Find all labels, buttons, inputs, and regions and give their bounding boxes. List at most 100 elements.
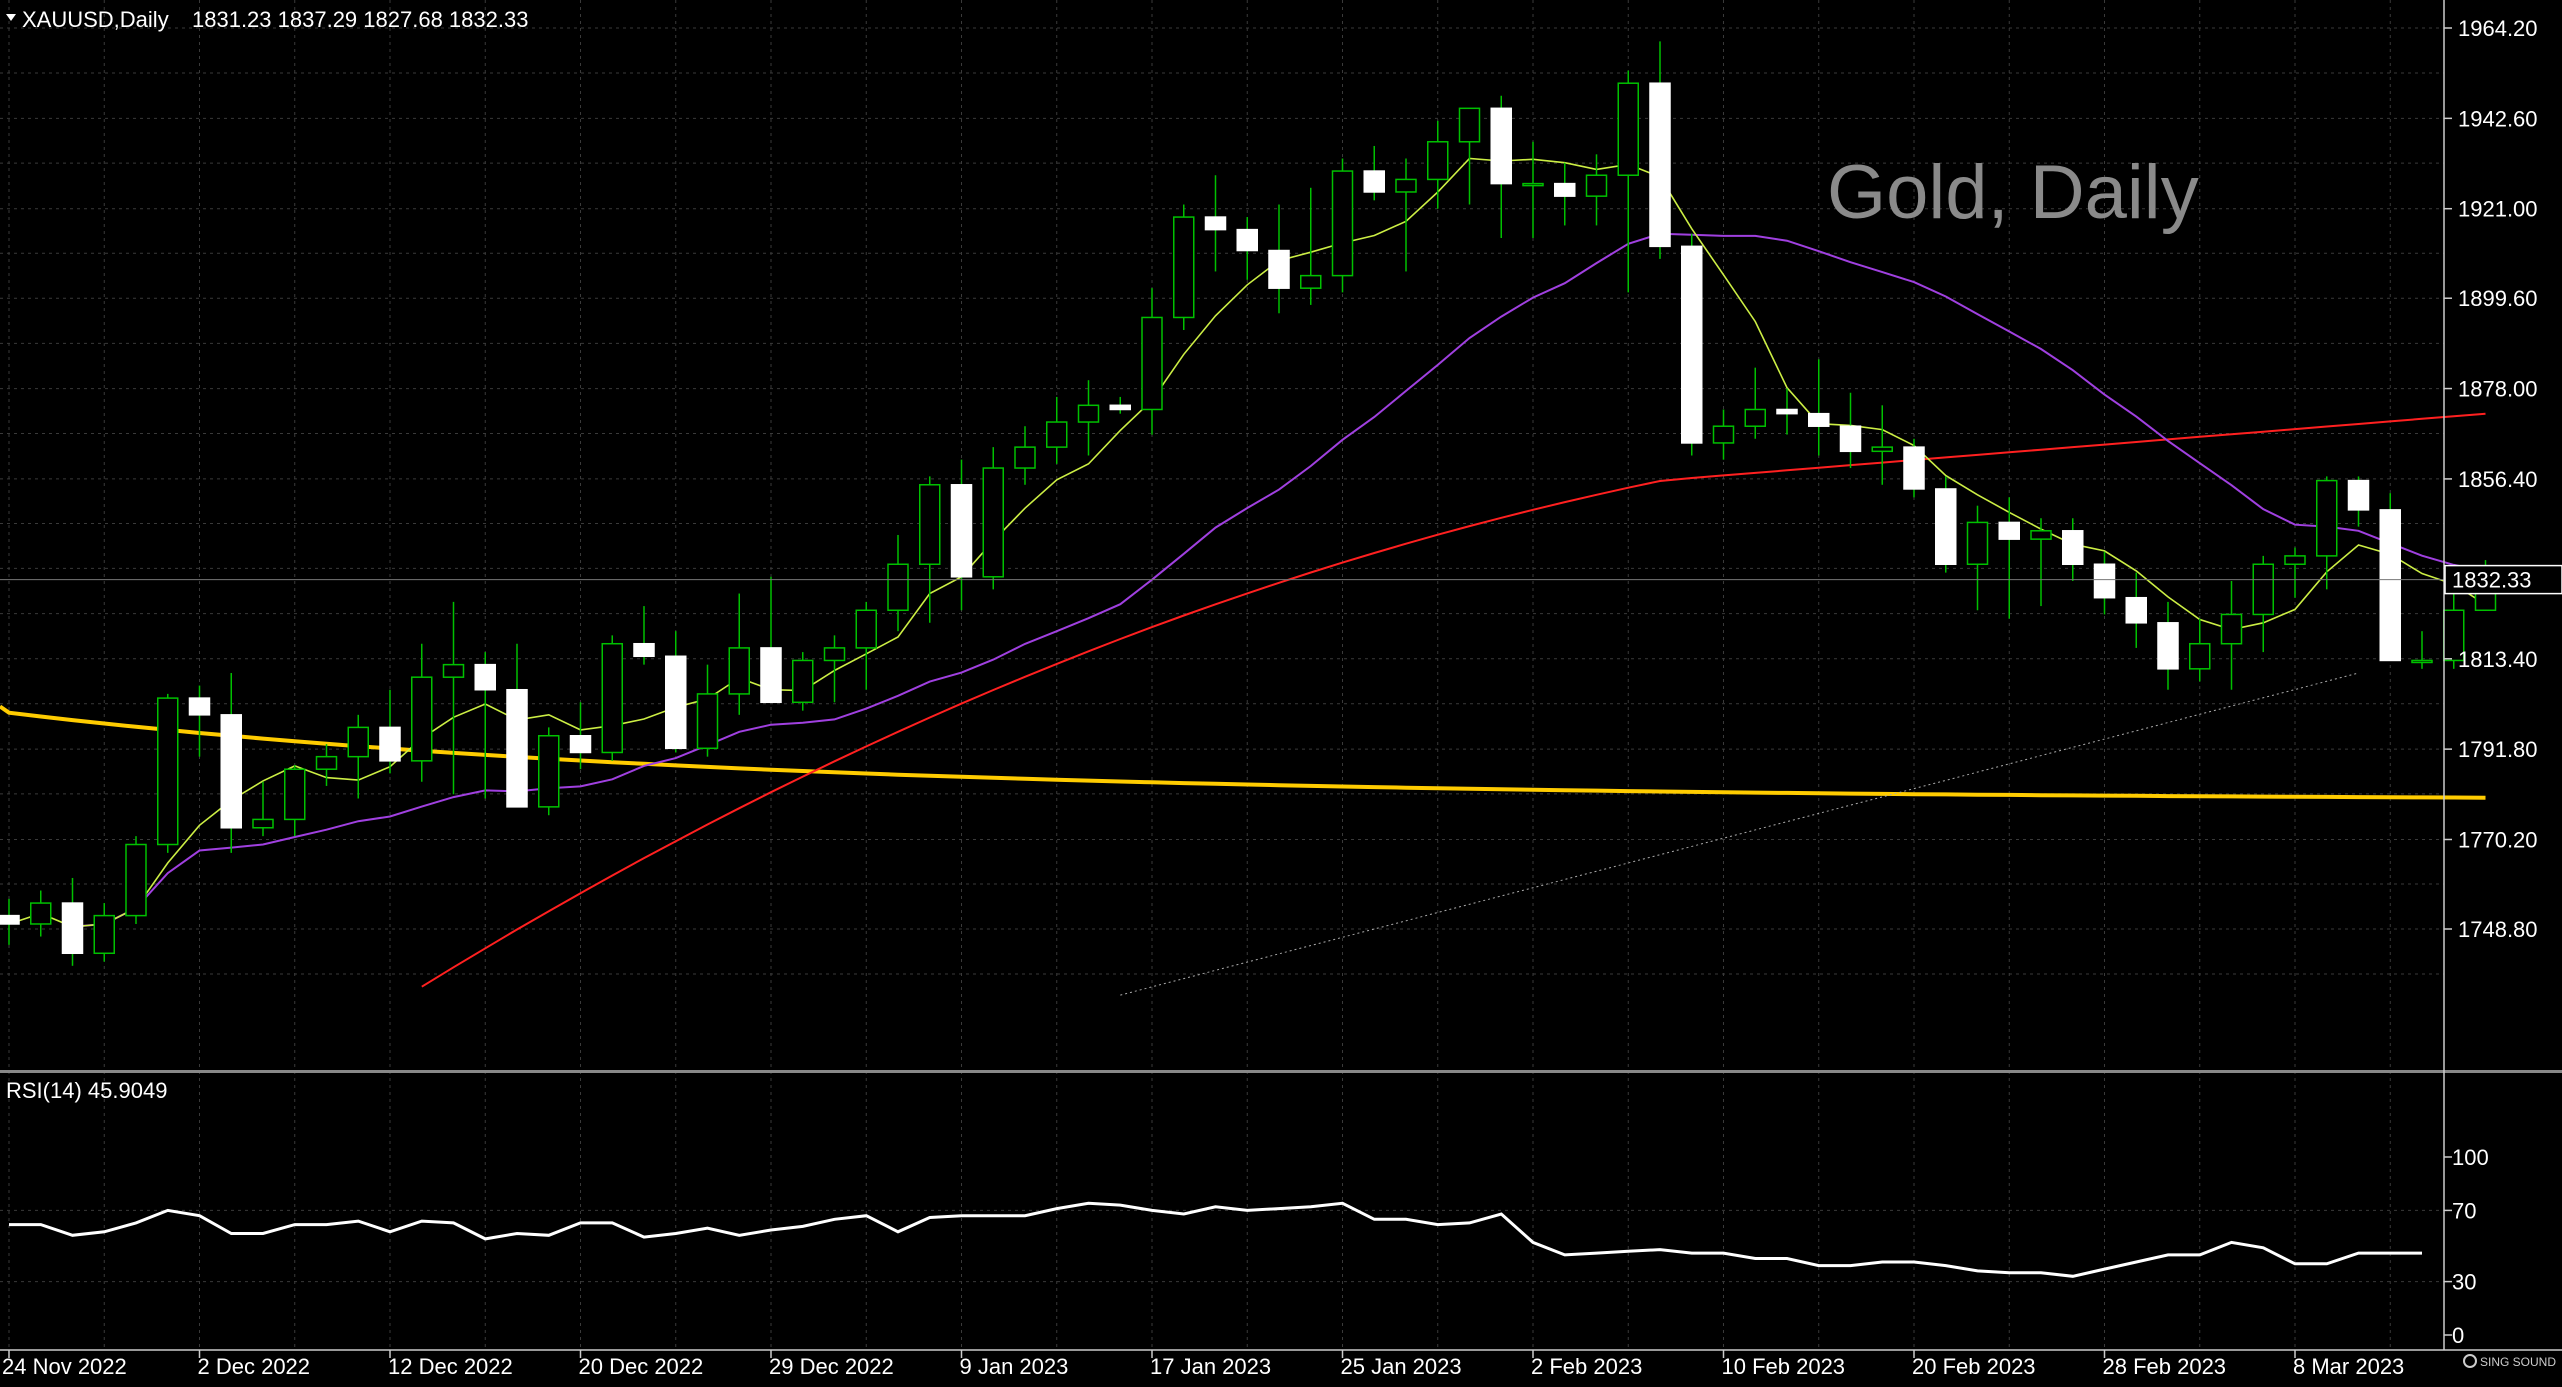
rsi-panel (0, 1070, 2562, 1278)
bear-candle (1935, 488, 1957, 565)
logo-text: SING SOUND (2480, 1355, 2556, 1369)
bear-candle (220, 714, 242, 829)
bear-candle (2062, 530, 2084, 565)
rsi-tick-label: 100 (2452, 1145, 2489, 1170)
panel-separator[interactable] (0, 1070, 2562, 1073)
bull-candle (982, 467, 1004, 578)
price-tick-label: 1878.00 (2458, 377, 2538, 402)
bull-candle (1046, 421, 1068, 448)
bull-candle (1077, 404, 1100, 423)
bear-candle (2347, 479, 2370, 511)
price-tick-label: 1899.60 (2458, 286, 2538, 311)
bear-candle (1554, 182, 1576, 197)
bull-candle (2411, 659, 2433, 664)
bull-candle (887, 563, 909, 612)
bear-candle (379, 726, 401, 762)
broker-logo: SING SOUND (2463, 1354, 2556, 1369)
bull-candle (1522, 182, 1544, 187)
date-tick-label: 24 Nov 2022 (2, 1354, 127, 1379)
bull-candle (93, 914, 115, 955)
date-tick-label: 28 Feb 2023 (2103, 1354, 2227, 1379)
bull-candle (347, 726, 369, 758)
price-tick-label: 1813.40 (2458, 647, 2538, 672)
bear-candle (0, 914, 20, 925)
bear-candle (633, 642, 655, 658)
bull-candle (30, 902, 52, 925)
date-tick-label: 25 Jan 2023 (1341, 1354, 1462, 1379)
rsi-tick-label: 30 (2452, 1270, 2476, 1295)
ohlc-values-label: 1831.23 1837.29 1827.68 1832.33 (192, 7, 528, 32)
price-tick-label: 1921.00 (2458, 197, 2538, 222)
bull-candle (1871, 446, 1893, 453)
current-price-tag (2444, 564, 2562, 595)
bull-candle (315, 755, 338, 770)
bull-candle (1300, 274, 1322, 289)
date-tick-label: 29 Dec 2022 (769, 1354, 894, 1379)
rsi-label: RSI(14) 45.9049 (6, 1078, 167, 1103)
bull-candle (855, 609, 877, 649)
bull-candle (1427, 141, 1449, 181)
bear-candle (2093, 563, 2116, 599)
date-tick-label: 2 Feb 2023 (1531, 1354, 1642, 1379)
bear-candle (1903, 446, 1925, 490)
bull-candle (1617, 82, 1639, 176)
bear-candle (1649, 82, 1671, 248)
date-tick-label: 12 Dec 2022 (388, 1354, 513, 1379)
bull-candle (919, 484, 941, 565)
bull-candle (823, 647, 846, 662)
bear-candle (61, 902, 84, 955)
bear-candle (950, 484, 973, 578)
bull-candle (728, 647, 750, 695)
bear-candle (1363, 170, 1385, 193)
bear-candle (1109, 404, 1131, 411)
price-tick-label: 1942.60 (2458, 106, 2538, 131)
bull-candle (1141, 316, 1163, 411)
collapse-triangle-icon[interactable] (6, 14, 16, 21)
ma-50-line (421, 412, 2486, 988)
bull-candle (2284, 555, 2306, 565)
rsi-tick-label: 0 (2452, 1323, 2464, 1348)
bull-candle (125, 843, 147, 917)
bull-candle (252, 818, 274, 829)
bull-candle (1712, 425, 1735, 444)
bull-candle (1331, 170, 1354, 277)
bull-candle (538, 734, 560, 808)
chart-watermark: Gold, Daily (1827, 150, 2199, 235)
bull-candle (1395, 178, 1417, 193)
bear-candle (1204, 216, 1227, 231)
bull-candle (442, 663, 465, 678)
date-tick-label: 9 Jan 2023 (960, 1354, 1069, 1379)
bull-candle (696, 693, 719, 750)
price-tick-label: 1791.80 (2458, 737, 2538, 762)
date-tick-label: 20 Dec 2022 (579, 1354, 704, 1379)
bull-candle (284, 768, 306, 821)
bear-candle (2379, 509, 2401, 662)
bear-candle (1998, 521, 2020, 540)
bear-candle (1681, 245, 1703, 444)
bull-candle (2189, 642, 2211, 670)
price-tick-label: 1964.20 (2458, 16, 2538, 41)
bear-candle (1490, 107, 1512, 185)
bull-candle (1585, 174, 1608, 197)
bull-candle (2316, 479, 2338, 557)
bull-candle (601, 642, 623, 754)
bear-candle (1268, 249, 1290, 289)
bear-candle (2125, 596, 2147, 624)
bear-candle (569, 734, 592, 754)
bull-candle (2252, 563, 2274, 616)
symbol-label: XAUUSD,Daily (22, 7, 169, 32)
bear-candle (1776, 408, 1798, 415)
bear-candle (1236, 228, 1258, 252)
bull-candle (1966, 521, 1989, 565)
bull-candle (1458, 107, 1481, 143)
bear-candle (760, 647, 782, 704)
bull-candle (1173, 216, 1195, 319)
bull-candle (157, 697, 179, 846)
rsi-tick-label: 70 (2452, 1198, 2476, 1223)
date-tick-label: 8 Mar 2023 (2293, 1354, 2404, 1379)
logo-icon (2463, 1354, 2477, 1368)
candles (0, 41, 2497, 966)
bear-candle (1839, 425, 1862, 453)
